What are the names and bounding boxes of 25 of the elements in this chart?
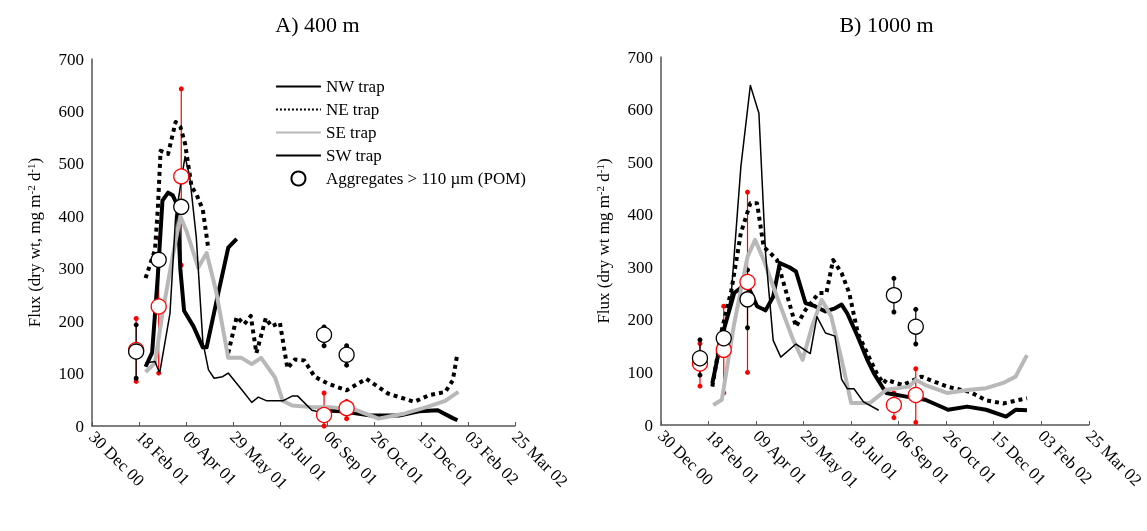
y-axis-title: Flux (dry wt, mg m-2 d-1) — [24, 157, 44, 328]
y-tick-label: 400 — [58, 206, 84, 226]
y-tick-label: 0 — [75, 416, 84, 436]
y-tick-label: 700 — [58, 49, 84, 69]
legend-label: NE trap — [325, 100, 380, 119]
y-tick-label: 300 — [627, 257, 653, 277]
y-tick-label: 100 — [627, 362, 653, 382]
y-tick-label: 0 — [644, 415, 653, 435]
y-tick-label: 100 — [58, 364, 84, 384]
chart-title: A) 400 m — [275, 11, 360, 37]
y-tick-label: 500 — [627, 152, 653, 172]
y-tick-label: 700 — [627, 47, 653, 67]
y-tick-label: 500 — [58, 154, 84, 174]
legend-label: NW trap — [325, 77, 385, 96]
y-tick-label: 200 — [58, 311, 84, 331]
y-tick-label: 600 — [58, 101, 84, 121]
chart-title: B) 1000 m — [839, 11, 934, 37]
y-tick-label: 300 — [58, 259, 84, 279]
y-tick-label: 600 — [627, 100, 653, 120]
legend-label: SE trap — [325, 123, 377, 142]
legend-label: Aggregates > 110 µm (POM) — [325, 169, 527, 188]
y-tick-label: 400 — [627, 205, 653, 225]
y-axis-title: Flux (dry wt mg m-2 d-1) — [593, 158, 613, 324]
y-tick-label: 200 — [627, 310, 653, 330]
legend-label: SW trap — [325, 146, 382, 165]
